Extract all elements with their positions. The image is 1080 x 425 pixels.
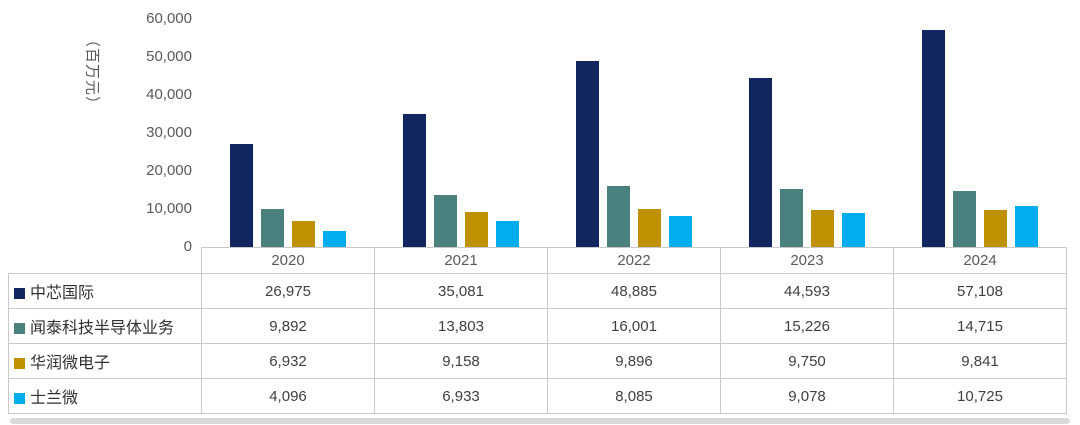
- plot-area: [201, 19, 1067, 247]
- legend-swatch-icon: [14, 393, 25, 404]
- y-axis-tick-label: 50,000: [146, 48, 192, 65]
- value-cell: 9,078: [720, 378, 894, 414]
- legend-swatch-icon: [14, 358, 25, 369]
- bar-闻泰科技半导体业务-2021: [434, 195, 457, 247]
- horizontal-scrollbar[interactable]: [10, 418, 1070, 424]
- bar-闻泰科技半导体业务-2020: [261, 209, 284, 247]
- value-cell: 9,892: [201, 308, 375, 344]
- value-cell: 8,085: [547, 378, 721, 414]
- value-cell: 6,933: [374, 378, 548, 414]
- y-axis-tick-label: 0: [183, 238, 192, 255]
- bar-士兰微-2023: [842, 213, 865, 247]
- legend-label: 华润微电子: [30, 355, 111, 372]
- table-row-中芯国际: 中芯国际 26,975 35,081 48,885 44,593 57,108: [8, 273, 1067, 309]
- value-cell: 9,158: [374, 343, 548, 379]
- legend-swatch-icon: [14, 323, 25, 334]
- bar-华润微电子-2022: [638, 209, 661, 247]
- legend-swatch-icon: [14, 288, 25, 299]
- y-axis-tick-label: 60,000: [146, 10, 192, 27]
- year-header-row: 2020 2021 2022 2023 2024: [9, 247, 1067, 274]
- year-header-cell: 2021: [374, 247, 548, 274]
- year-header-cell: 2020: [201, 247, 375, 274]
- legend-cell: 华润微电子: [8, 343, 202, 379]
- table-row-华润微电子: 华润微电子 6,932 9,158 9,896 9,750 9,841: [8, 343, 1067, 379]
- value-cell: 15,226: [720, 308, 894, 344]
- bar-士兰微-2024: [1015, 206, 1038, 247]
- legend-cell: 闻泰科技半导体业务: [8, 308, 202, 344]
- value-cell: 6,932: [201, 343, 375, 379]
- value-cell: 16,001: [547, 308, 721, 344]
- bar-中芯国际-2024: [922, 30, 945, 247]
- y-axis-tick-label: 40,000: [146, 86, 192, 103]
- y-axis-tick-label: 30,000: [146, 124, 192, 141]
- value-cell: 9,896: [547, 343, 721, 379]
- table-corner-spacer: [9, 248, 202, 274]
- value-cell: 57,108: [893, 273, 1067, 309]
- year-header-cell: 2024: [893, 247, 1067, 274]
- legend-cell: 中芯国际: [8, 273, 202, 309]
- bar-中芯国际-2020: [230, 144, 253, 247]
- bar-闻泰科技半导体业务-2022: [607, 186, 630, 247]
- bar-华润微电子-2023: [811, 210, 834, 247]
- year-header-cell: 2022: [547, 247, 721, 274]
- bar-中芯国际-2023: [749, 78, 772, 247]
- table-row-闻泰科技半导体业务: 闻泰科技半导体业务 9,892 13,803 16,001 15,226 14,715: [8, 308, 1067, 344]
- bar-士兰微-2020: [323, 231, 346, 247]
- bar-士兰微-2021: [496, 221, 519, 247]
- legend-label: 士兰微: [30, 390, 79, 407]
- value-cell: 13,803: [374, 308, 548, 344]
- bar-华润微电子-2024: [984, 210, 1007, 247]
- legend-cell: 士兰微: [8, 378, 202, 414]
- value-cell: 48,885: [547, 273, 721, 309]
- y-axis-tick-label: 10,000: [146, 200, 192, 217]
- legend-label: 闻泰科技半导体业务: [30, 320, 175, 337]
- bar-华润微电子-2021: [465, 212, 488, 247]
- value-cell: 35,081: [374, 273, 548, 309]
- bar-闻泰科技半导体业务-2023: [780, 189, 803, 247]
- value-cell: 10,725: [893, 378, 1067, 414]
- value-cell: 14,715: [893, 308, 1067, 344]
- bar-闻泰科技半导体业务-2024: [953, 191, 976, 247]
- value-cell: 9,750: [720, 343, 894, 379]
- y-axis-tick-label: 20,000: [146, 162, 192, 179]
- legend-label: 中芯国际: [30, 285, 95, 302]
- value-cell: 26,975: [201, 273, 375, 309]
- bar-士兰微-2022: [669, 216, 692, 247]
- bar-华润微电子-2020: [292, 221, 315, 247]
- data-table: 2020 2021 2022 2023 2024 中芯国际 26,975 35,081 48,8…: [8, 247, 1067, 414]
- year-header-cell: 2023: [720, 247, 894, 274]
- table-row-士兰微: 士兰微 4,096 6,933 8,085 9,078 10,725: [8, 378, 1067, 414]
- bar-中芯国际-2021: [403, 114, 426, 247]
- value-cell: 9,841: [893, 343, 1067, 379]
- value-cell: 44,593: [720, 273, 894, 309]
- value-cell: 4,096: [201, 378, 375, 414]
- bar-中芯国际-2022: [576, 61, 599, 247]
